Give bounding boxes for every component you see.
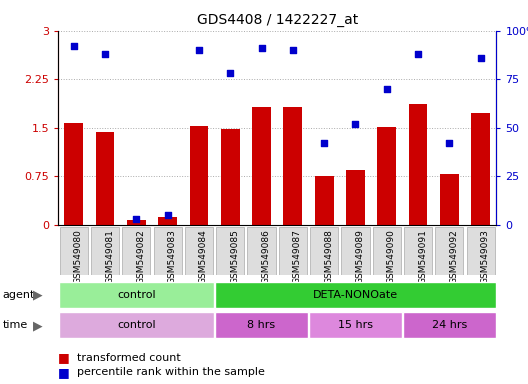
Text: GSM549085: GSM549085 [230,229,239,284]
FancyBboxPatch shape [91,227,119,275]
FancyBboxPatch shape [185,227,213,275]
Bar [190,126,209,225]
Text: GSM549082: GSM549082 [136,229,145,284]
Point [383,86,391,92]
FancyBboxPatch shape [216,227,244,275]
FancyBboxPatch shape [373,227,401,275]
Text: GSM549086: GSM549086 [261,229,270,284]
Text: 24 hrs: 24 hrs [432,320,467,331]
FancyBboxPatch shape [215,313,308,338]
Text: time: time [3,320,28,331]
Text: GSM549089: GSM549089 [355,229,364,284]
Text: ▶: ▶ [33,319,43,332]
Text: ▶: ▶ [33,288,43,301]
Point [445,140,454,146]
FancyBboxPatch shape [310,227,338,275]
Text: DETA-NONOate: DETA-NONOate [313,290,398,300]
FancyBboxPatch shape [59,313,214,338]
FancyBboxPatch shape [215,282,496,308]
Text: control: control [117,290,156,300]
Point [101,51,109,57]
Bar [221,129,240,225]
Text: GSM549084: GSM549084 [199,229,208,284]
FancyBboxPatch shape [248,227,276,275]
Bar [284,107,302,225]
Text: GSM549087: GSM549087 [293,229,302,284]
Point [414,51,422,57]
Bar [472,113,490,225]
Point [70,43,78,49]
FancyBboxPatch shape [279,227,307,275]
FancyBboxPatch shape [403,313,496,338]
Text: ■: ■ [58,351,70,364]
Text: ■: ■ [58,366,70,379]
Text: GSM549091: GSM549091 [418,229,427,284]
Text: GSM549093: GSM549093 [480,229,489,284]
Text: GSM549080: GSM549080 [74,229,83,284]
FancyBboxPatch shape [435,227,464,275]
Point [226,70,234,76]
Bar [252,107,271,225]
FancyBboxPatch shape [60,227,88,275]
FancyBboxPatch shape [154,227,182,275]
FancyBboxPatch shape [467,227,495,275]
FancyBboxPatch shape [342,227,370,275]
Text: GSM549088: GSM549088 [324,229,333,284]
Bar [64,123,83,225]
Text: GSM549090: GSM549090 [386,229,396,284]
Bar [315,175,334,225]
Point [257,45,266,51]
Point [164,212,172,218]
Text: transformed count: transformed count [77,353,180,363]
Bar [409,104,428,225]
Point [132,216,140,222]
Bar [96,132,115,225]
Point [195,47,203,53]
Point [289,47,297,53]
Text: percentile rank within the sample: percentile rank within the sample [77,367,265,377]
Bar [158,217,177,225]
Text: control: control [117,320,156,331]
Text: agent: agent [3,290,35,300]
Text: GDS4408 / 1422227_at: GDS4408 / 1422227_at [196,13,358,27]
Text: GSM549092: GSM549092 [449,229,458,284]
Text: GSM549083: GSM549083 [168,229,177,284]
Bar [378,127,396,225]
FancyBboxPatch shape [309,313,402,338]
FancyBboxPatch shape [404,227,432,275]
Point [476,55,485,61]
FancyBboxPatch shape [122,227,150,275]
Text: 15 hrs: 15 hrs [338,320,373,331]
Text: GSM549081: GSM549081 [105,229,114,284]
FancyBboxPatch shape [59,282,214,308]
Point [320,140,328,146]
Bar [440,174,459,225]
Text: 8 hrs: 8 hrs [248,320,276,331]
Point [351,121,360,127]
Bar [346,170,365,225]
Bar [127,220,146,225]
